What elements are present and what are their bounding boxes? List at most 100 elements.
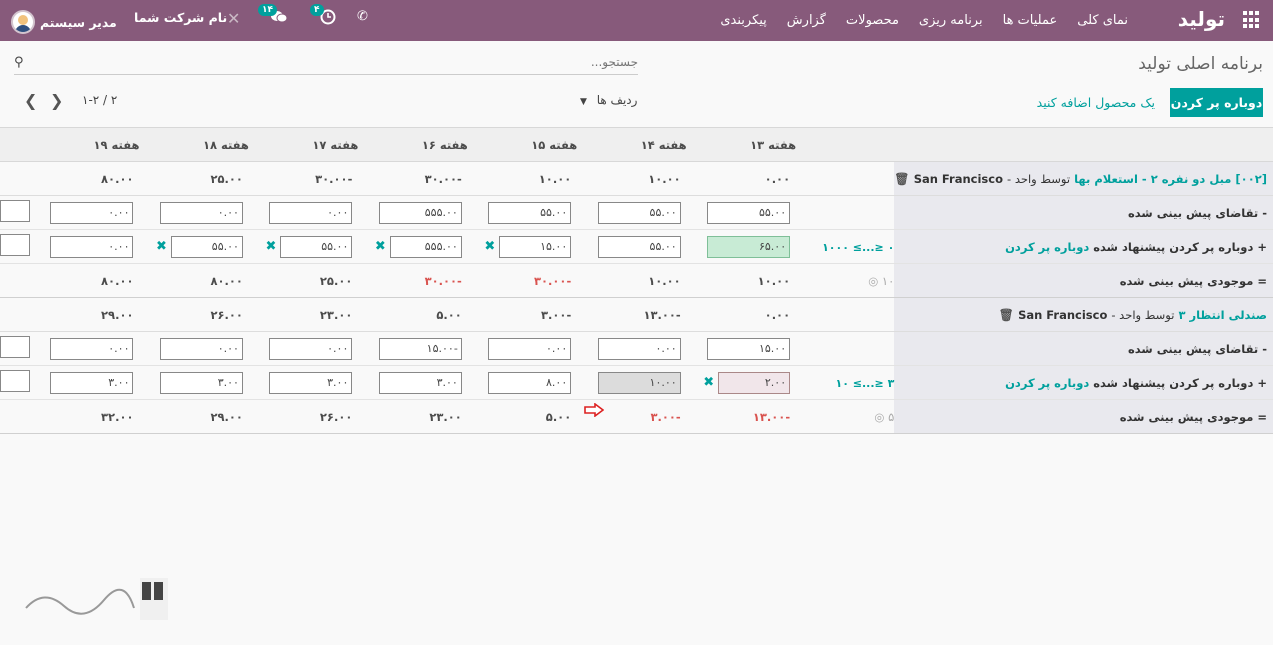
add-product-button[interactable]: یک محصول اضافه کنید bbox=[1036, 95, 1155, 110]
week-cell: ۵۵.۰۰ bbox=[577, 195, 687, 230]
forecast-total: -۳۰.۰۰ bbox=[248, 161, 359, 196]
reset-icon[interactable]: ✖ bbox=[703, 374, 715, 390]
overflow-input[interactable] bbox=[0, 370, 30, 392]
reset-icon[interactable]: ✖ bbox=[156, 238, 167, 254]
menu-overview[interactable]: نمای کلی bbox=[1077, 13, 1128, 28]
demand-input[interactable]: ۰.۰۰ bbox=[50, 337, 134, 360]
menu-products[interactable]: محصولات bbox=[845, 13, 899, 28]
menu-operations[interactable]: عملیات ها bbox=[1002, 13, 1058, 28]
forecast-total: -۳.۰۰ bbox=[467, 297, 578, 332]
safety-range[interactable]: ۰ ≤...≥ ۱۰۰۰ bbox=[822, 240, 895, 254]
systray: مدیر سیستم نام شرکت شما ✕ ۱۴ ۴ ✆ bbox=[0, 0, 400, 41]
demand-input[interactable]: ۵۵.۰۰ bbox=[597, 201, 681, 224]
week-cell: ۰.۰۰ bbox=[30, 229, 140, 264]
menu-configuration[interactable]: پیکربندی bbox=[720, 13, 767, 28]
overflow-input[interactable] bbox=[0, 200, 30, 222]
forecast-total: ۰.۰۰ bbox=[686, 297, 797, 332]
top-navbar: تولید نمای کلی عملیات ها برنامه ریزی محص… bbox=[0, 0, 1273, 41]
replenish-label-text: + دوباره پر کردن پیشنهاد شده bbox=[1089, 239, 1267, 254]
week-cell: ۰.۰۰ bbox=[30, 195, 140, 230]
demand-input[interactable]: ۰.۰۰ bbox=[597, 337, 681, 360]
demand-input[interactable]: ۳.۰۰ bbox=[50, 371, 134, 394]
week-cell: ۵۵.۰۰✖ bbox=[139, 229, 249, 264]
product-link[interactable]: [۰۰۲] مبل دو نفره ۲ - استعلام بها bbox=[1074, 171, 1267, 186]
rows-dropdown[interactable]: ردیف ها ▼ bbox=[580, 93, 637, 107]
search-input[interactable] bbox=[58, 55, 638, 69]
app-brand[interactable]: تولید bbox=[1177, 7, 1225, 31]
search-icon[interactable]: ⚲ bbox=[14, 55, 24, 70]
overflow-cell bbox=[0, 365, 30, 400]
product-link[interactable]: صندلی انتظار ۳ bbox=[1178, 307, 1267, 322]
overflow-input[interactable] bbox=[0, 336, 30, 358]
demand-input[interactable]: ۰.۰۰ bbox=[269, 201, 353, 224]
demand-input[interactable]: ۵۵.۰۰ bbox=[488, 201, 572, 224]
spacer: ۵ ◎ bbox=[796, 399, 895, 434]
chevron-right-icon[interactable]: ❯ bbox=[50, 91, 64, 110]
demand-input[interactable]: ۰.۰۰ bbox=[488, 337, 572, 360]
user-name: مدیر سیستم bbox=[40, 14, 117, 30]
warehouse-name: San Francisco bbox=[1018, 307, 1108, 322]
demand-input[interactable]: ۵۵۵.۰۰ bbox=[378, 201, 462, 224]
demand-input[interactable]: ۳.۰۰ bbox=[159, 371, 243, 394]
replenish-input[interactable]: ۱۵.۰۰ bbox=[499, 235, 572, 258]
week-cell: ۱۵.۰۰ bbox=[686, 331, 797, 366]
menu-planning[interactable]: برنامه ریزی bbox=[918, 13, 983, 28]
pager-value[interactable]: ۱-۲ / ۲ bbox=[82, 93, 118, 107]
reset-icon[interactable]: ✖ bbox=[374, 238, 386, 254]
demand-input[interactable]: ۰.۰۰ bbox=[50, 235, 134, 258]
week-header: هفته ۱۹ bbox=[30, 127, 140, 162]
overflow-cell bbox=[0, 297, 30, 332]
menu-reporting[interactable]: گزارش bbox=[786, 13, 826, 28]
week-cell: ۱۰.۰۰ bbox=[577, 365, 687, 400]
demand-input[interactable]: ۵۵.۰۰ bbox=[597, 235, 681, 258]
reset-icon[interactable]: ✖ bbox=[265, 238, 277, 254]
demand-row: - تقاضای پیش بینی شده ۵۵.۰۰ ۵۵.۰۰ ۵۵.۰۰ ۵۵۵.… bbox=[0, 195, 1273, 230]
replenish-input[interactable]: ۲.۰۰ bbox=[718, 371, 791, 394]
demand-input[interactable]: ۰.۰۰ bbox=[50, 201, 134, 224]
trash-icon[interactable]: 🗑 bbox=[894, 171, 914, 186]
chevron-left-icon[interactable]: ❮ bbox=[24, 91, 38, 110]
demand-input[interactable]: ۳.۰۰ bbox=[378, 371, 462, 394]
demand-input[interactable]: ۰.۰۰ bbox=[159, 337, 243, 360]
chat-icon[interactable]: ۱۴ bbox=[258, 4, 288, 25]
forecast-total: ۲۹.۰۰ bbox=[30, 297, 140, 332]
demand-input[interactable]: ۳.۰۰ bbox=[269, 371, 353, 394]
replenish-input[interactable]: ۵۵.۰۰ bbox=[170, 235, 243, 258]
safety-range[interactable]: ۳ ≤...≥ ۱۰ bbox=[835, 376, 895, 390]
demand-input[interactable]: ۵۵.۰۰ bbox=[707, 201, 791, 224]
replenish-link[interactable]: دوباره پر کردن bbox=[1005, 239, 1090, 254]
apps-grid-icon[interactable] bbox=[1241, 11, 1259, 29]
week-cell: ۰.۰۰ bbox=[467, 331, 578, 366]
search-bar: ⚲ bbox=[14, 53, 638, 75]
replenish-link[interactable]: دوباره پر کردن bbox=[1005, 375, 1090, 390]
overflow-input[interactable] bbox=[0, 234, 30, 256]
demand-input[interactable]: ۰.۰۰ bbox=[269, 337, 353, 360]
replenish-button[interactable]: دوباره پر کردن bbox=[1170, 88, 1263, 117]
forecast-total: ۱۰.۰۰ bbox=[467, 161, 578, 196]
forecast-total: ۵.۰۰ bbox=[358, 297, 468, 332]
stock-value: -۳۰.۰۰ bbox=[358, 263, 468, 298]
user-menu[interactable]: مدیر سیستم bbox=[11, 10, 117, 34]
phone-icon[interactable]: ✆ bbox=[357, 9, 368, 24]
product-unit-text: توسط واحد - bbox=[1007, 171, 1071, 186]
stock-value: -۱۳.۰۰ bbox=[686, 399, 797, 434]
demand-input[interactable]: ۸.۰۰ bbox=[488, 371, 572, 394]
header-label-cell bbox=[894, 127, 1273, 162]
trash-icon[interactable]: 🗑 bbox=[998, 307, 1019, 322]
demand-input[interactable]: ۶۵.۰۰ bbox=[707, 235, 791, 258]
close-icon[interactable]: ✕ bbox=[227, 9, 241, 28]
overflow-cell bbox=[0, 161, 30, 196]
demand-input[interactable]: ۱۵.۰۰ bbox=[707, 337, 791, 360]
demand-input[interactable]: -۱۵.۰۰ bbox=[378, 337, 462, 360]
company-switcher[interactable]: نام شرکت شما bbox=[134, 10, 227, 25]
overflow-cell bbox=[0, 263, 30, 298]
replenish-input[interactable]: ۵۵۵.۰۰ bbox=[389, 235, 462, 258]
activity-badge: ۴ bbox=[310, 4, 324, 16]
reset-icon[interactable]: ✖ bbox=[484, 238, 496, 254]
demand-input[interactable]: ۱۰.۰۰ bbox=[597, 371, 681, 394]
activity-icon[interactable]: ۴ bbox=[310, 4, 336, 25]
forecast-total: -۳۰.۰۰ bbox=[358, 161, 468, 196]
demand-input[interactable]: ۰.۰۰ bbox=[159, 201, 243, 224]
stock-value: ۲۵.۰۰ bbox=[248, 263, 359, 298]
replenish-input[interactable]: ۵۵.۰۰ bbox=[280, 235, 353, 258]
